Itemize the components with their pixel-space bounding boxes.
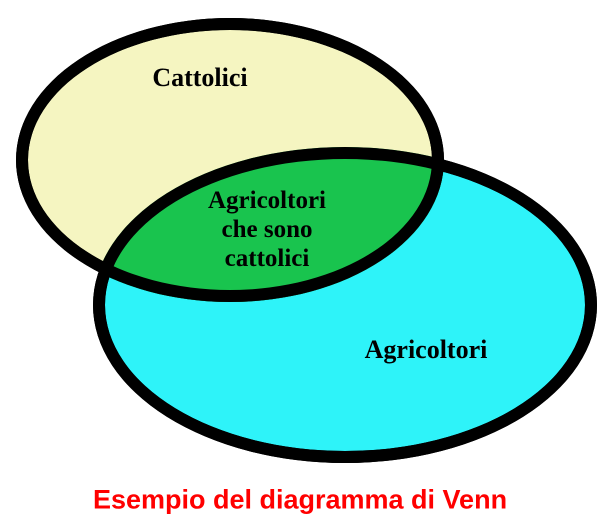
- venn-diagram: Cattolici Agricoltori Agricoltori che so…: [0, 0, 600, 531]
- diagram-caption: Esempio del diagramma di Venn: [0, 485, 600, 516]
- label-agricoltori: Agricoltori: [365, 335, 488, 365]
- label-intersection: Agricoltori che sono cattolici: [208, 187, 326, 273]
- label-cattolici: Cattolici: [152, 63, 247, 93]
